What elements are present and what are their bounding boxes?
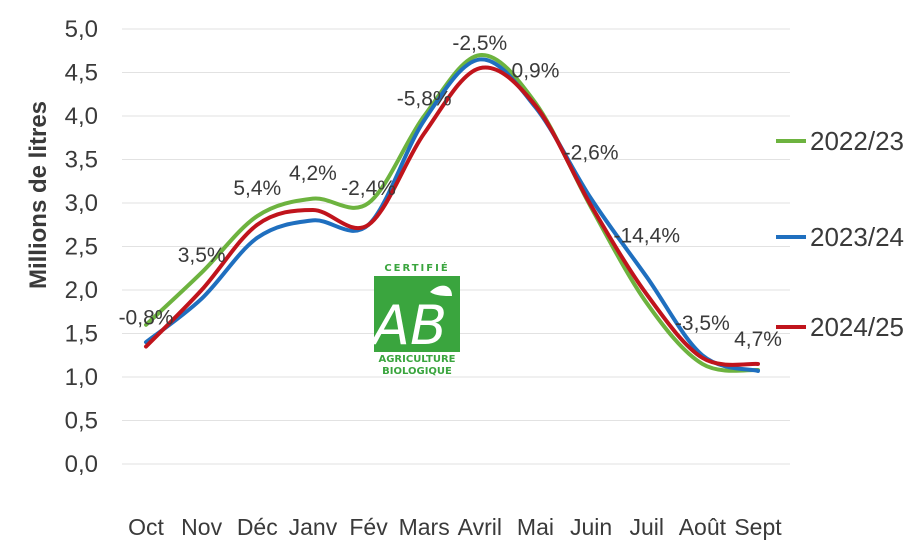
x-tick-label: Juin — [570, 514, 612, 540]
x-tick-label: Fév — [349, 514, 388, 540]
logo-top-text: CERTIFIÉ — [384, 261, 449, 274]
y-tick-label: 5,0 — [65, 16, 98, 43]
y-tick-label: 0,5 — [65, 408, 98, 435]
pct-change-label: -0,8% — [119, 307, 174, 330]
y-tick-label: 1,5 — [65, 321, 98, 348]
pct-change-label: -5,8% — [397, 87, 452, 110]
y-tick-label: 3,5 — [65, 147, 98, 174]
x-tick-label: Mai — [517, 514, 554, 540]
x-tick-label: Août — [679, 514, 727, 540]
pct-change-label: -2,6% — [564, 142, 619, 165]
x-tick-label: Déc — [237, 514, 278, 540]
pct-change-label: 4,7% — [734, 328, 782, 351]
pct-change-label: 3,5% — [178, 244, 226, 267]
x-tick-label: Oct — [128, 514, 164, 540]
x-tick-label: Mars — [399, 514, 450, 540]
legend-label: 2023/24 — [810, 222, 904, 252]
logo-line-2: BIOLOGIQUE — [382, 366, 452, 377]
y-tick-label: 1,0 — [65, 364, 98, 391]
logo-mark: AB — [370, 294, 447, 357]
pct-change-label: 5,4% — [233, 177, 281, 200]
annotations: -0,8% 3,5% 5,4% 4,2%-2,4% -5,8% -2,5%0,9% -2,6… — [119, 32, 782, 351]
x-tick-label: Nov — [181, 514, 222, 540]
x-tick-label: Sept — [734, 514, 782, 540]
logo-line-1: AGRICULTURE — [378, 354, 455, 365]
pct-change-label: 4,2% — [289, 162, 337, 185]
y-tick-label: 2,0 — [65, 277, 98, 304]
ab-certification-logo: CERTIFIÉ AB AGRICULTURE BIOLOGIQUE — [370, 261, 460, 377]
pct-change-label: -3,5% — [675, 312, 730, 335]
series-line-2022-23 — [144, 53, 760, 373]
legend: 2022/23 2023/24 2024/25 — [776, 126, 904, 342]
x-axis-ticks: Oct Nov Déc Janv Fév Mars Avril Mai Juin Juil Août… — [128, 514, 782, 540]
y-axis-label: Millions de litres — [25, 101, 52, 289]
y-tick-label: 2,5 — [65, 234, 98, 261]
series-lines — [144, 53, 760, 373]
y-axis-ticks: 0,0 0,5 1,0 1,5 2,0 2,5 3,0 3,5 4,0 4,5 5,0 — [65, 16, 98, 478]
x-tick-label: Juil — [629, 514, 664, 540]
legend-label: 2024/25 — [810, 312, 904, 342]
x-tick-label: Avril — [458, 514, 502, 540]
y-tick-label: 0,0 — [65, 451, 98, 478]
pct-change-label: -2,5% — [452, 32, 507, 55]
y-tick-label: 3,0 — [65, 190, 98, 217]
x-tick-label: Janv — [289, 514, 338, 540]
pct-change-label: -14,4% — [613, 224, 680, 247]
pct-change-label: -2,4% — [341, 177, 396, 200]
pct-change-label: 0,9% — [512, 60, 560, 83]
y-tick-label: 4,0 — [65, 103, 98, 130]
legend-label: 2022/23 — [810, 126, 904, 156]
y-tick-label: 4,5 — [65, 60, 98, 87]
series-line-2024-25 — [144, 65, 760, 367]
leaf-icon — [430, 285, 452, 296]
series-line-2023-24 — [144, 57, 760, 373]
